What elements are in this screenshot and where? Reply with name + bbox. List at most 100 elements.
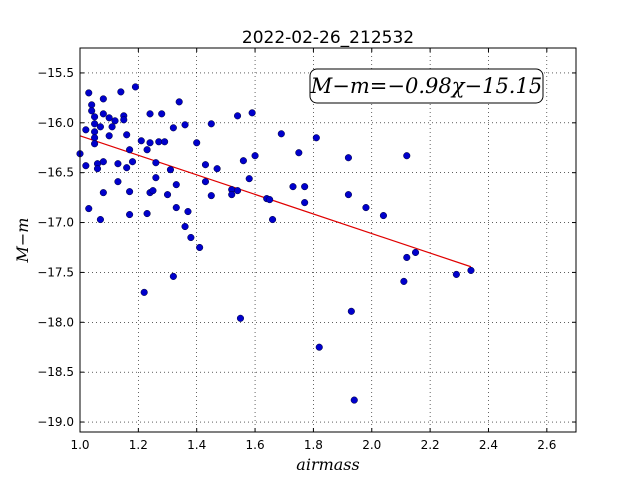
data-point (128, 158, 137, 166)
data-point (91, 120, 99, 128)
x-tick-label: 2.4 (479, 438, 498, 452)
y-axis-label: M−m (13, 218, 32, 264)
grid (79, 48, 576, 432)
data-point (91, 128, 99, 136)
data-point (362, 204, 370, 212)
data-point (131, 83, 139, 91)
data-point (143, 210, 151, 218)
chart-title: 2022-02-26_212532 (242, 28, 414, 48)
data-point (350, 396, 358, 404)
data-point (245, 175, 253, 183)
data-point (169, 124, 177, 132)
plot-frame (79, 47, 577, 433)
data-point (99, 110, 107, 118)
y-tick-labels: −15.5 −16.0 −16.5 −17.0 −17.5 −18.0 −18.5 −19.0 (37, 66, 74, 429)
data-point (344, 191, 352, 199)
data-point (236, 314, 245, 322)
y-tick-label: −17.0 (37, 216, 74, 230)
data-point (99, 158, 107, 166)
data-point (187, 233, 195, 242)
data-point (411, 248, 420, 257)
data-point (213, 165, 221, 173)
data-point (234, 187, 242, 195)
data-point (105, 132, 113, 140)
data-point (137, 137, 145, 145)
x-tick-label: 2.6 (537, 438, 556, 452)
data-point (181, 222, 189, 231)
data-point (248, 109, 256, 117)
data-point (196, 243, 204, 252)
data-point (347, 307, 355, 315)
y-tick-label: −17.5 (37, 265, 74, 279)
data-point (193, 139, 201, 147)
data-point (403, 253, 411, 262)
data-point (166, 166, 174, 174)
data-point (126, 146, 134, 154)
x-tick-label: 1.6 (246, 438, 265, 452)
data-point (467, 266, 475, 274)
y-tick-label: −16.5 (37, 166, 74, 180)
y-tick-label: −16.0 (37, 116, 74, 130)
data-point (82, 126, 90, 134)
data-point (126, 188, 134, 196)
data-point (172, 181, 180, 189)
data-point (149, 187, 157, 195)
data-point (85, 89, 93, 97)
data-point (452, 270, 460, 278)
data-points (76, 83, 475, 404)
equation-box (309, 68, 544, 104)
data-point (88, 101, 96, 109)
data-point (91, 113, 99, 121)
data-point (251, 152, 259, 160)
data-point (146, 139, 154, 147)
data-point (91, 140, 99, 148)
data-point (93, 165, 102, 173)
data-point (152, 159, 160, 167)
y-tick-label: −19.0 (37, 415, 74, 429)
x-tick-label: 1.4 (187, 438, 206, 452)
data-point (312, 134, 320, 142)
fit-line (79, 135, 472, 268)
data-point (301, 183, 309, 191)
data-point (140, 288, 148, 296)
data-point (111, 117, 119, 125)
y-tick-label: −15.5 (37, 66, 74, 80)
data-point (108, 123, 116, 131)
fit-layer (79, 135, 472, 268)
data-point (207, 192, 215, 200)
data-point (99, 95, 107, 103)
data-point (114, 160, 122, 168)
data-point (181, 121, 189, 129)
y-tick-label: −18.0 (37, 315, 74, 329)
data-point (175, 98, 183, 106)
data-point (99, 189, 107, 197)
data-point (158, 110, 166, 118)
data-point (234, 112, 242, 120)
data-point (266, 196, 274, 204)
x-tick-label: 1.2 (129, 438, 148, 452)
x-tick-labels: 1.0 1.2 1.4 1.6 1.8 2.0 2.2 2.4 2.6 (70, 438, 556, 452)
data-point (120, 116, 128, 124)
data-point (85, 205, 93, 213)
data-point (315, 343, 323, 351)
x-tick-label: 1.0 (70, 438, 89, 452)
data-point (201, 178, 210, 186)
data-point (88, 107, 96, 115)
data-point (295, 149, 303, 157)
x-tick-label: 1.8 (304, 438, 323, 452)
data-point (184, 208, 192, 216)
data-point (269, 216, 277, 224)
equation-annotation: M−m=−0.98χ−15.15 (309, 68, 544, 104)
data-point (126, 211, 134, 219)
data-point (161, 138, 169, 146)
data-point (201, 161, 210, 169)
data-point (91, 134, 99, 142)
data-point (96, 216, 104, 224)
data-point (228, 191, 236, 199)
data-point (82, 162, 90, 170)
y-tick-label: −18.5 (37, 365, 74, 379)
data-point (123, 164, 131, 172)
data-point (96, 123, 104, 131)
data-point (146, 110, 154, 118)
